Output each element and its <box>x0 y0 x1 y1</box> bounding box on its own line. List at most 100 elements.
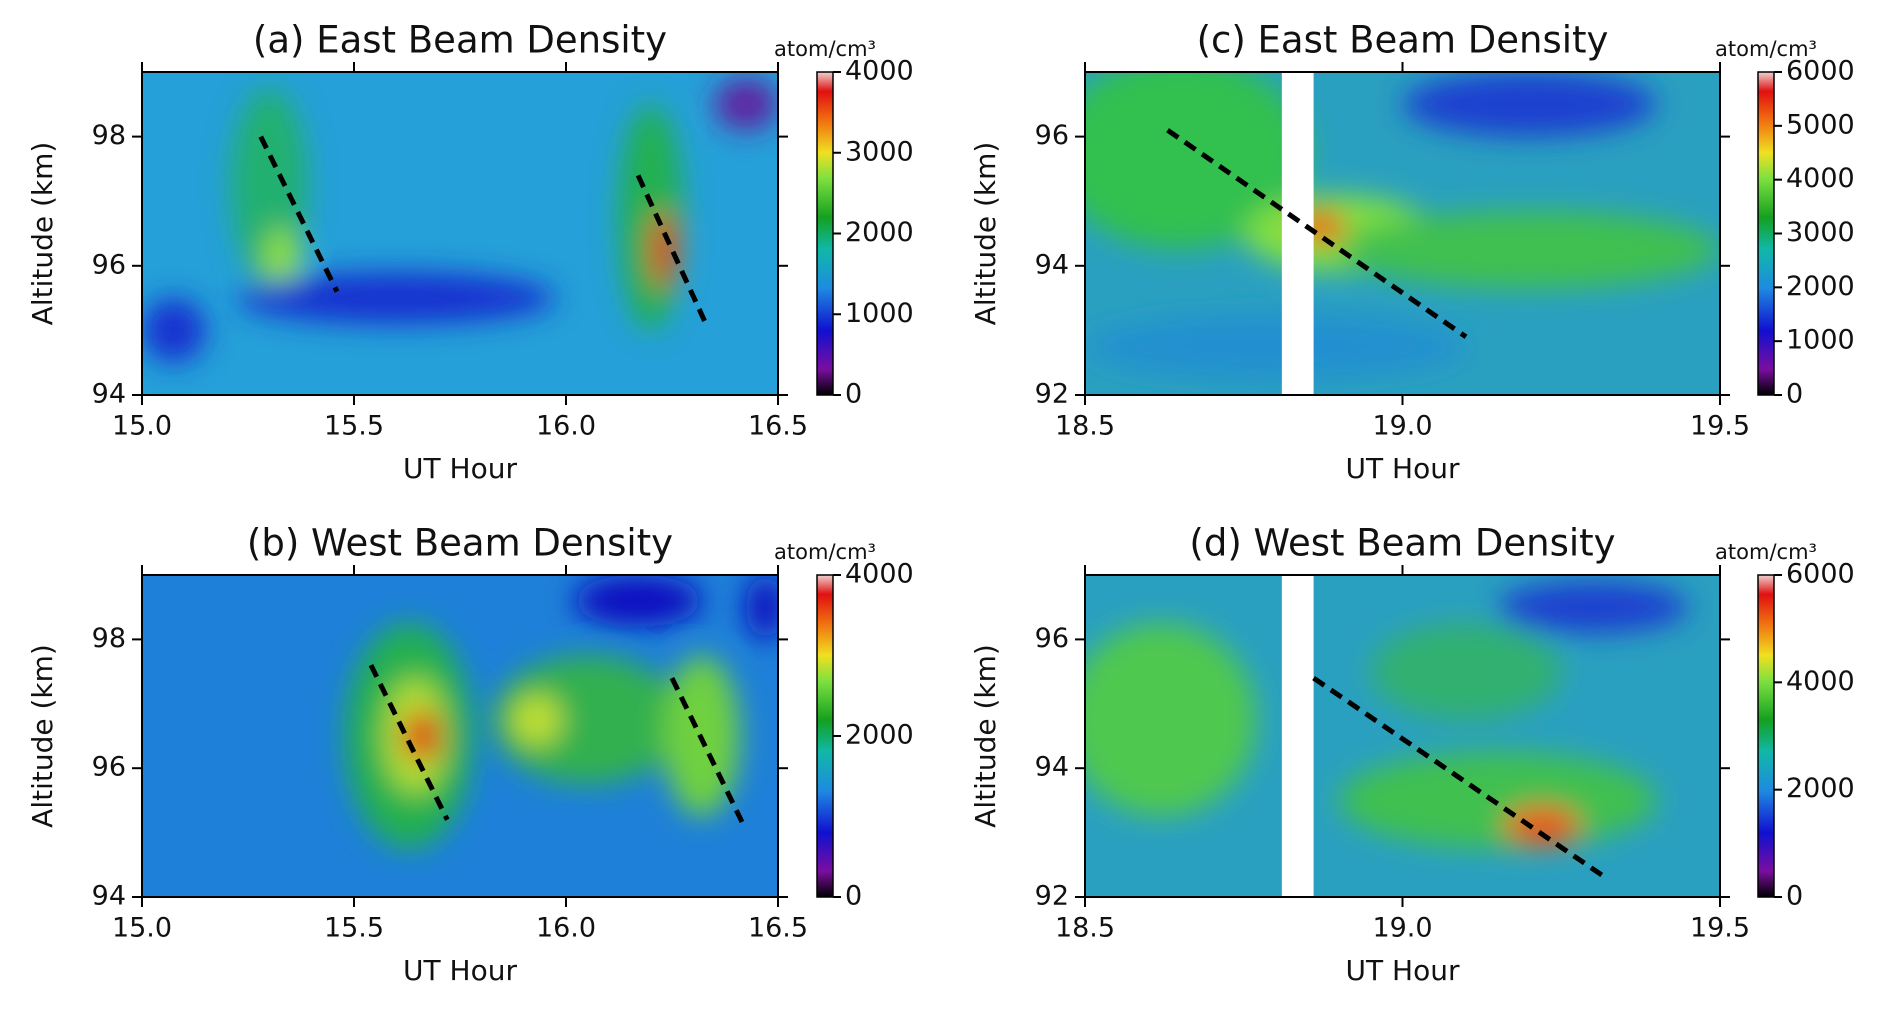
y-axis-label: Altitude (km) <box>26 142 59 326</box>
panel-title: (c) East Beam Density <box>1197 19 1609 62</box>
x-tick-label: 18.5 <box>1055 913 1115 944</box>
colorbar-tick-label: 2000 <box>1786 271 1855 302</box>
colorbar-tick-label: 3000 <box>1786 217 1855 248</box>
colorbar-label: atom/cm³ <box>1715 37 1817 61</box>
field-blob <box>1085 314 1466 379</box>
field-blobs <box>1085 581 1689 849</box>
panel: 18.5 19.0 19.5 92 94 96 (c) East Beam Density U… <box>969 19 1855 486</box>
field-blob <box>574 575 702 627</box>
y-axis-label: Altitude (km) <box>26 644 59 828</box>
x-tick-label: 19.0 <box>1372 411 1432 442</box>
colorbar-tick-label: 1000 <box>845 298 914 329</box>
panel-title: (a) East Beam Density <box>253 19 667 62</box>
y-tick-label: 96 <box>1035 623 1069 654</box>
field-blob <box>619 104 683 331</box>
plot-frame <box>141 71 779 396</box>
x-tick-label: 19.0 <box>1372 913 1432 944</box>
colorbar-label: atom/cm³ <box>774 540 876 564</box>
field-blob <box>1339 752 1657 849</box>
colorbar-tick-label: 0 <box>1786 379 1803 410</box>
x-tick-label: 15.0 <box>112 913 172 944</box>
colorbar-tick-label: 5000 <box>1786 109 1855 140</box>
y-axis-label: Altitude (km) <box>969 644 1002 828</box>
density-field <box>1085 575 1720 897</box>
x-axis-label: UT Hour <box>403 452 517 485</box>
y-tick-label: 96 <box>1035 120 1069 151</box>
colorbar-label: atom/cm³ <box>1715 540 1817 564</box>
y-tick-label: 98 <box>92 120 126 151</box>
colorbar-tick-label: 6000 <box>1786 56 1855 87</box>
x-tick-label: 16.0 <box>536 913 596 944</box>
x-axis-label: UT Hour <box>1346 954 1460 987</box>
x-axis-label: UT Hour <box>403 954 517 987</box>
field-blob <box>510 694 562 746</box>
field-blob <box>1497 581 1689 633</box>
colorbar <box>1757 574 1775 898</box>
field-blob <box>650 210 677 289</box>
x-tick-label: 15.5 <box>324 411 384 442</box>
data-gap <box>1281 72 1314 395</box>
colorbar-tick-label: 3000 <box>845 136 914 167</box>
trend-line <box>1312 675 1608 880</box>
colorbar-tick-label: 1000 <box>1786 325 1855 356</box>
panel: 15.0 15.5 16.0 16.5 94 96 98 (a) East Beam Dens… <box>26 19 914 486</box>
colorbar-tick-label: 4000 <box>1786 666 1855 697</box>
x-tick-label: 16.5 <box>748 411 808 442</box>
y-tick-label: 92 <box>1035 881 1069 912</box>
field-blob <box>1339 210 1720 289</box>
colorbar-tick-label: 4000 <box>1786 163 1855 194</box>
density-field <box>142 72 778 395</box>
colorbar <box>816 71 834 396</box>
colorbar-tick-label: 0 <box>845 379 862 410</box>
x-tick-label: 19.5 <box>1690 913 1750 944</box>
field-blob <box>402 710 441 762</box>
colorbar-tick-label: 2000 <box>1786 773 1855 804</box>
y-axis-label: Altitude (km) <box>969 142 1002 326</box>
panel: 18.5 19.0 19.5 92 94 96 (d) West Beam Density U… <box>969 522 1855 988</box>
y-tick-label: 94 <box>92 881 126 912</box>
x-tick-label: 15.5 <box>324 913 384 944</box>
trend-line <box>1166 128 1468 339</box>
y-tick-label: 94 <box>92 379 126 410</box>
x-axis-label: UT Hour <box>1346 452 1460 485</box>
trend-line <box>258 135 340 293</box>
field-blob <box>746 575 778 640</box>
field-blob <box>1402 72 1657 137</box>
panel-title: (b) West Beam Density <box>247 522 673 565</box>
colorbar <box>816 574 834 898</box>
y-tick-label: 96 <box>92 752 126 783</box>
colorbar-tick-label: 0 <box>1786 881 1803 912</box>
field-blob <box>1370 623 1562 720</box>
colorbar-tick-label: 4000 <box>845 56 914 87</box>
field-blob <box>714 78 778 131</box>
data-gap <box>1281 575 1314 897</box>
x-tick-label: 16.0 <box>536 411 596 442</box>
field-blob <box>237 272 556 324</box>
y-tick-label: 96 <box>92 249 126 280</box>
trend-line <box>635 174 709 325</box>
plot-frame <box>141 574 779 898</box>
y-tick-label: 92 <box>1035 379 1069 410</box>
panel-title: (d) West Beam Density <box>1189 522 1615 565</box>
colorbar-tick-label: 2000 <box>845 217 914 248</box>
y-tick-label: 94 <box>1035 249 1069 280</box>
colorbar-label: atom/cm³ <box>774 37 876 61</box>
trend-line <box>368 664 450 821</box>
y-tick-label: 98 <box>92 623 126 654</box>
field-blob <box>1504 806 1581 846</box>
colorbar-tick-label: 2000 <box>845 720 914 751</box>
field-blob <box>1085 623 1257 817</box>
y-tick-label: 94 <box>1035 752 1069 783</box>
field-blob <box>142 298 206 363</box>
x-tick-label: 19.5 <box>1690 411 1750 442</box>
colorbar-tick-label: 0 <box>845 881 862 912</box>
colorbar-tick-label: 4000 <box>845 559 914 590</box>
colorbar <box>1757 71 1775 396</box>
trend-line <box>669 676 747 828</box>
density-field <box>142 575 778 897</box>
x-tick-label: 16.5 <box>748 913 808 944</box>
density-field <box>1085 72 1720 395</box>
colorbar-tick-label: 6000 <box>1786 559 1855 590</box>
panel: 15.0 15.5 16.0 16.5 94 96 98 (b) West Beam Dens… <box>26 522 914 988</box>
